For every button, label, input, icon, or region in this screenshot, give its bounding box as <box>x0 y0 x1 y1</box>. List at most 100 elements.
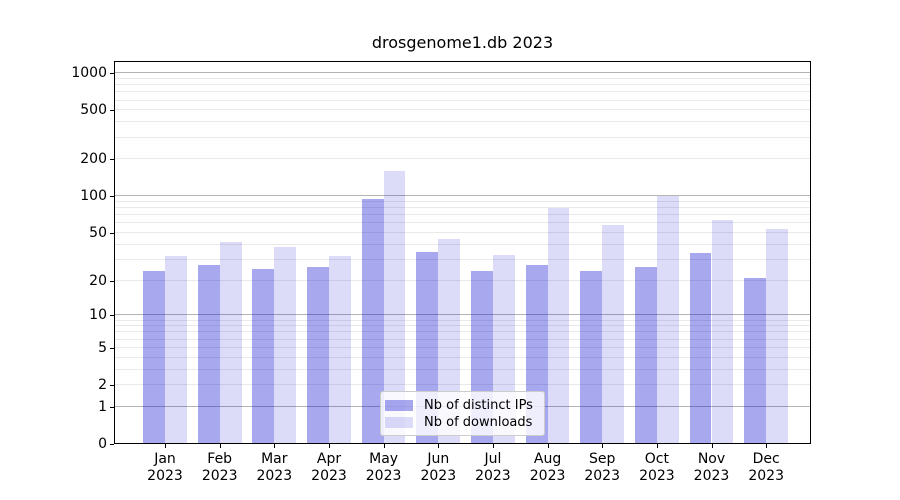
bar-feb-downloads <box>219 242 242 444</box>
y-tick-mark <box>110 280 114 282</box>
y-tick-label: 10 <box>89 307 107 324</box>
x-tick-label-nov: Nov 2023 <box>693 451 730 484</box>
bar-aug-downloads <box>547 208 570 444</box>
bar-apr-distinct-ips <box>307 267 329 444</box>
y-tick-label: 100 <box>80 188 107 205</box>
gridline <box>114 331 811 333</box>
x-tick-mark <box>438 444 440 448</box>
x-tick-mark <box>656 444 658 448</box>
bar-may-distinct-ips <box>361 199 384 444</box>
y-tick-mark <box>110 347 114 349</box>
bar-mar-distinct-ips <box>252 269 275 444</box>
bar-oct-distinct-ips <box>635 267 657 444</box>
gridline <box>114 346 811 348</box>
x-tick-label-mar: Mar 2023 <box>256 451 293 484</box>
gridline <box>114 121 811 123</box>
bar-jan-downloads <box>165 256 187 444</box>
gridline <box>114 136 811 138</box>
gridline <box>114 243 811 245</box>
x-tick-label-aug: Aug 2023 <box>529 451 566 484</box>
gridline <box>114 77 811 79</box>
bar-nov-distinct-ips <box>689 253 712 444</box>
legend-row-distinct-ips: Nb of distinct IPs <box>385 397 538 413</box>
x-tick-label-oct: Oct 2023 <box>639 451 675 484</box>
bar-may-downloads <box>383 171 406 444</box>
gridline <box>114 109 811 111</box>
x-tick-label-jun: Jun 2023 <box>420 451 457 484</box>
x-tick-mark <box>766 444 768 448</box>
y-tick-mark <box>110 73 114 75</box>
y-tick-mark <box>110 444 114 445</box>
x-tick-mark <box>274 444 276 448</box>
x-tick-mark <box>165 444 166 448</box>
bar-oct-downloads <box>656 195 679 444</box>
y-tick-label: 20 <box>89 272 107 289</box>
gridline <box>114 222 811 224</box>
y-tick-mark <box>110 233 114 234</box>
x-tick-label-dec: Dec 2023 <box>748 451 784 484</box>
y-tick-label: 200 <box>80 151 107 168</box>
bar-mar-downloads <box>274 247 297 444</box>
gridline <box>114 232 811 233</box>
y-tick-label: 1000 <box>71 65 107 82</box>
y-tick-mark <box>110 385 114 387</box>
y-tick-label: 2 <box>98 377 107 394</box>
y-tick-mark <box>110 315 114 317</box>
bar-nov-downloads <box>711 220 734 444</box>
x-tick-mark <box>602 444 604 448</box>
bar-sep-distinct-ips <box>580 271 603 444</box>
gridline <box>114 201 811 202</box>
bar-jan-distinct-ips <box>143 271 165 444</box>
gridline <box>114 319 811 321</box>
y-tick-mark <box>110 159 114 161</box>
x-tick-mark <box>547 444 549 448</box>
gridline <box>114 258 811 260</box>
y-tick-label: 500 <box>80 102 107 119</box>
legend-swatch-downloads-icon <box>385 416 413 428</box>
gridline <box>114 195 811 197</box>
bar-dec-downloads <box>766 229 789 444</box>
gridline <box>114 214 811 216</box>
y-tick-label: 1 <box>98 398 107 415</box>
y-tick-mark <box>110 406 114 408</box>
gridline <box>114 72 811 74</box>
legend-label-distinct-ips: Nb of distinct IPs <box>424 397 533 413</box>
x-tick-label-jul: Jul 2023 <box>475 451 511 484</box>
x-tick-label-may: May 2023 <box>365 451 402 484</box>
x-tick-mark <box>711 444 713 448</box>
x-tick-label-apr: Apr 2023 <box>311 451 347 484</box>
x-tick-label-sep: Sep 2023 <box>584 451 620 484</box>
y-tick-mark <box>110 110 114 112</box>
gridline <box>114 384 811 386</box>
chart-title: drosgenome1.db 2023 <box>371 33 554 52</box>
legend-row-downloads: Nb of downloads <box>385 414 538 430</box>
legend: Nb of distinct IPs Nb of downloads <box>380 391 545 436</box>
x-tick-label-feb: Feb 2023 <box>201 451 238 484</box>
x-tick-mark <box>329 444 330 448</box>
gridline <box>114 356 811 358</box>
gridline <box>114 325 811 327</box>
gridline <box>114 84 811 86</box>
y-tick-label: 0 <box>98 436 107 452</box>
legend-label-downloads: Nb of downloads <box>424 414 533 430</box>
bar-dec-distinct-ips <box>744 278 767 444</box>
gridline <box>114 368 811 370</box>
gridline <box>114 279 811 281</box>
gridline <box>114 99 811 101</box>
bar-feb-distinct-ips <box>197 265 220 444</box>
y-tick-label: 5 <box>98 339 107 356</box>
x-tick-label-jan: Jan 2023 <box>147 451 183 484</box>
gridline <box>114 314 811 316</box>
legend-swatch-distinct-ips-icon <box>385 399 413 411</box>
x-tick-mark <box>383 444 385 448</box>
gridline <box>114 338 811 340</box>
x-tick-mark <box>492 444 494 448</box>
bar-apr-downloads <box>329 256 351 444</box>
x-tick-mark <box>219 444 221 448</box>
plot-area: Nb of distinct IPs Nb of downloads <box>114 61 811 444</box>
y-tick-label: 50 <box>89 225 107 241</box>
bar-sep-downloads <box>602 225 625 444</box>
gridline <box>114 91 811 93</box>
gridline <box>114 158 811 160</box>
